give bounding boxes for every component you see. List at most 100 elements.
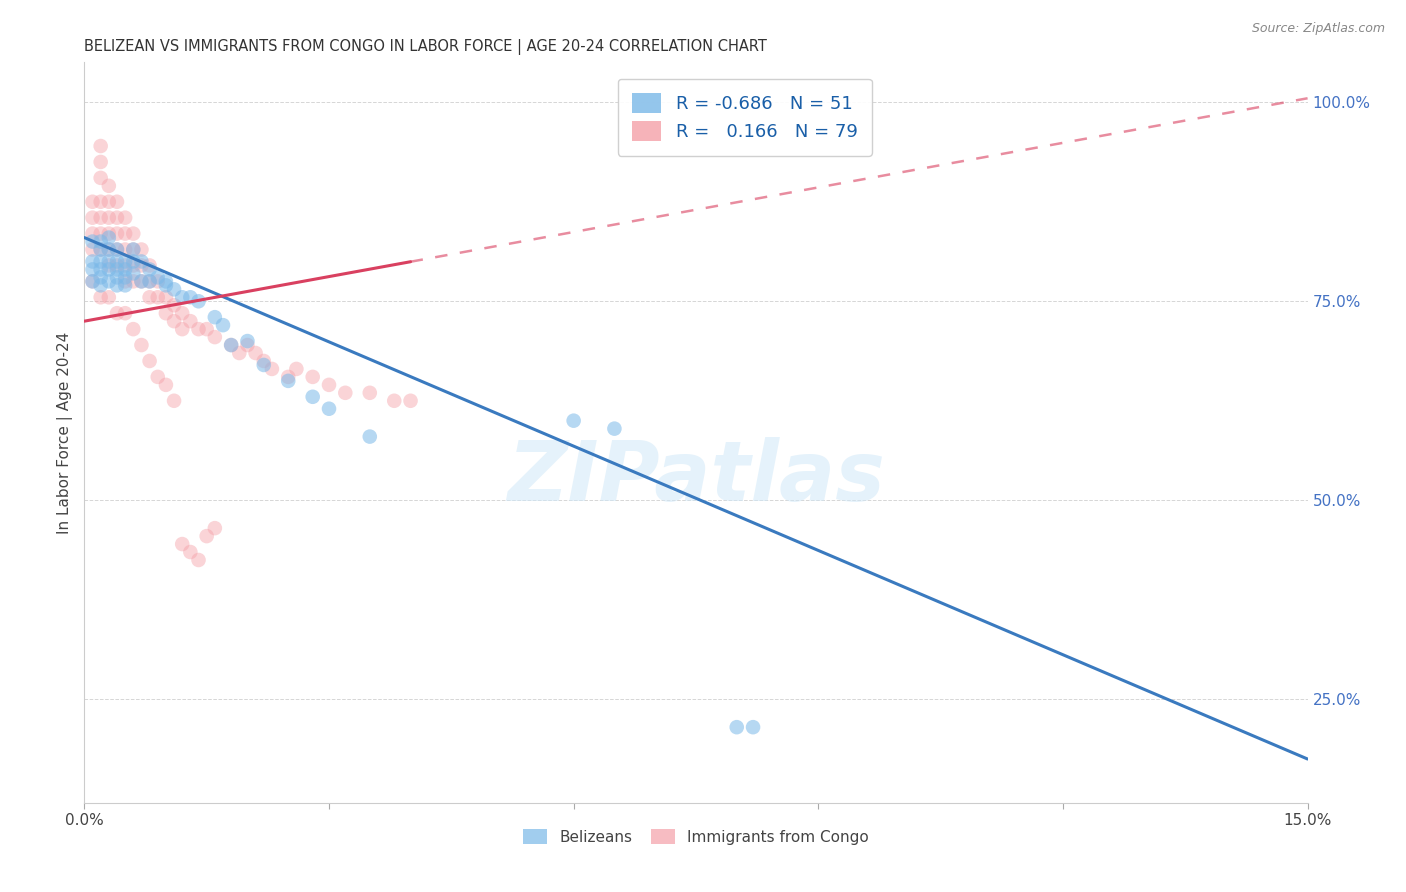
Text: Source: ZipAtlas.com: Source: ZipAtlas.com — [1251, 22, 1385, 36]
Point — [122, 267, 145, 281]
Point — [97, 243, 120, 257]
Point — [105, 243, 128, 257]
Point — [138, 274, 160, 288]
Point — [105, 262, 128, 277]
Point — [105, 243, 128, 257]
Point — [82, 254, 104, 268]
Point — [204, 521, 226, 535]
Legend: Belizeans, Immigrants from Congo: Belizeans, Immigrants from Congo — [516, 822, 876, 851]
Point — [179, 545, 201, 559]
Point — [146, 274, 169, 288]
Point — [155, 306, 177, 320]
Point — [105, 254, 128, 268]
Point — [97, 254, 120, 268]
Point — [204, 330, 226, 344]
Point — [172, 537, 194, 551]
Point — [146, 290, 169, 304]
Point — [131, 243, 153, 257]
Point — [90, 243, 112, 257]
Point — [82, 194, 104, 209]
Point — [138, 354, 160, 368]
Point — [82, 274, 104, 288]
Point — [277, 374, 299, 388]
Point — [82, 211, 104, 225]
Point — [335, 385, 357, 400]
Point — [114, 262, 136, 277]
Point — [122, 322, 145, 336]
Point — [90, 155, 112, 169]
Point — [318, 401, 340, 416]
Point — [105, 259, 128, 273]
Point — [163, 298, 186, 312]
Point — [114, 270, 136, 285]
Point — [122, 259, 145, 273]
Point — [105, 194, 128, 209]
Point — [114, 254, 136, 268]
Point — [105, 278, 128, 293]
Point — [318, 377, 340, 392]
Text: ZIPatlas: ZIPatlas — [508, 436, 884, 517]
Point — [155, 290, 177, 304]
Point — [228, 346, 250, 360]
Point — [742, 720, 765, 734]
Point — [90, 211, 112, 225]
Point — [195, 322, 218, 336]
Point — [97, 194, 120, 209]
Point — [146, 270, 169, 285]
Point — [90, 139, 112, 153]
Point — [97, 243, 120, 257]
Point — [131, 254, 153, 268]
Point — [146, 370, 169, 384]
Point — [187, 553, 209, 567]
Point — [97, 259, 120, 273]
Point — [97, 178, 120, 193]
Point — [122, 274, 145, 288]
Point — [236, 334, 259, 348]
Point — [97, 274, 120, 288]
Y-axis label: In Labor Force | Age 20-24: In Labor Force | Age 20-24 — [58, 332, 73, 533]
Point — [155, 274, 177, 288]
Point — [603, 422, 626, 436]
Point — [138, 259, 160, 273]
Point — [236, 338, 259, 352]
Point — [187, 322, 209, 336]
Point — [114, 274, 136, 288]
Text: BELIZEAN VS IMMIGRANTS FROM CONGO IN LABOR FORCE | AGE 20-24 CORRELATION CHART: BELIZEAN VS IMMIGRANTS FROM CONGO IN LAB… — [84, 39, 768, 55]
Point — [179, 290, 201, 304]
Point — [114, 211, 136, 225]
Point — [155, 278, 177, 293]
Point — [114, 227, 136, 241]
Point — [131, 338, 153, 352]
Point — [105, 270, 128, 285]
Point — [138, 290, 160, 304]
Point — [131, 274, 153, 288]
Point — [219, 338, 242, 352]
Point — [172, 290, 194, 304]
Point — [163, 314, 186, 328]
Point — [114, 259, 136, 273]
Point — [179, 314, 201, 328]
Point — [301, 390, 323, 404]
Point — [253, 354, 276, 368]
Point — [301, 370, 323, 384]
Point — [97, 211, 120, 225]
Point — [122, 243, 145, 257]
Point — [219, 338, 242, 352]
Point — [399, 393, 422, 408]
Point — [105, 306, 128, 320]
Point — [725, 720, 748, 734]
Point — [114, 278, 136, 293]
Point — [90, 170, 112, 185]
Point — [260, 362, 283, 376]
Point — [122, 227, 145, 241]
Point — [359, 429, 381, 443]
Point — [82, 243, 104, 257]
Point — [131, 259, 153, 273]
Point — [187, 294, 209, 309]
Point — [245, 346, 267, 360]
Point — [382, 393, 405, 408]
Point — [562, 414, 585, 428]
Point — [97, 262, 120, 277]
Point — [90, 227, 112, 241]
Point — [163, 393, 186, 408]
